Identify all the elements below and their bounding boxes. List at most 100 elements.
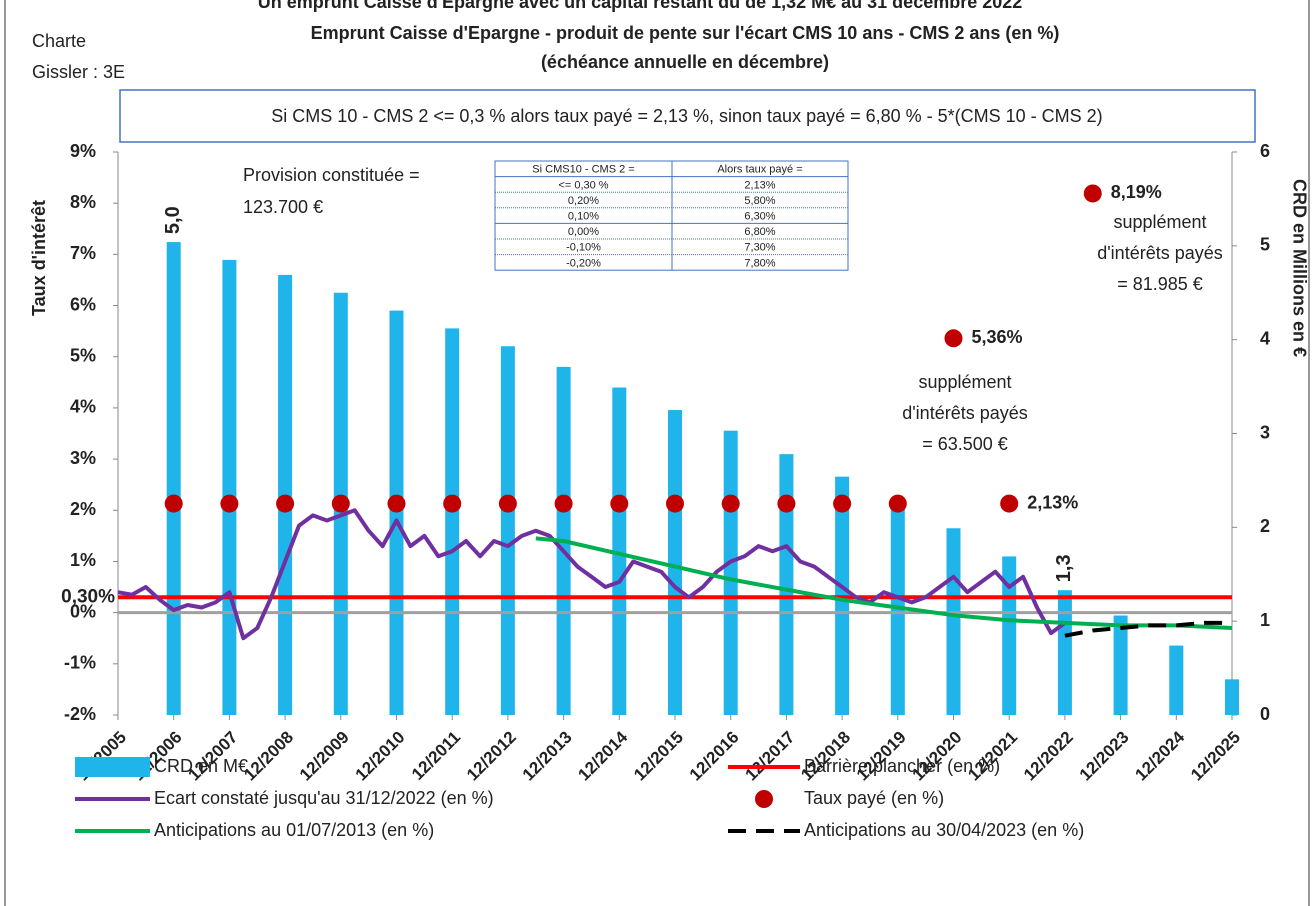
- y2-axis-title: CRD en Millions en €: [1289, 179, 1309, 357]
- bar: [1113, 615, 1128, 715]
- table-header: Si CMS10 - CMS 2 =: [532, 164, 634, 176]
- legend-label: Taux payé (en %): [804, 788, 944, 808]
- line: [535, 536, 1233, 630]
- y-tick-label: -2%: [64, 704, 96, 724]
- y2-tick-label: 4: [1260, 328, 1270, 348]
- y2-tick-label: 6: [1260, 141, 1270, 161]
- y2-tick-label: 0: [1260, 704, 1270, 724]
- table-cell: -0,20%: [566, 257, 601, 269]
- annotation: supplément: [1113, 212, 1206, 232]
- point: [944, 329, 963, 348]
- y-tick-label: 0%: [70, 601, 96, 621]
- point: [443, 494, 462, 513]
- y-tick-label: 8%: [70, 192, 96, 212]
- y-tick-label: 5%: [70, 345, 96, 365]
- legend-swatch: [75, 757, 150, 777]
- bar: [1169, 645, 1184, 715]
- bar: [166, 242, 181, 715]
- point-label: 2,13%: [1027, 492, 1078, 512]
- bar: [779, 454, 794, 715]
- y-tick-label: 2%: [70, 499, 96, 519]
- y-tick-label: 7%: [70, 243, 96, 263]
- point: [220, 494, 239, 513]
- y-axis-title: Taux d'intérêt: [29, 200, 49, 316]
- bar: [222, 259, 237, 715]
- legend-label: Barrière plancher (en %): [804, 756, 1000, 776]
- bar: [1225, 679, 1239, 715]
- table-cell: 2,13%: [744, 179, 775, 191]
- y-tick-label: 9%: [70, 141, 96, 161]
- y-tick-label: 4%: [70, 397, 96, 417]
- table-cell: -0,10%: [566, 242, 601, 254]
- point: [888, 494, 907, 513]
- bar: [389, 310, 404, 715]
- legend-swatch: [755, 790, 773, 808]
- y2-tick-label: 3: [1260, 422, 1270, 442]
- point: [833, 494, 852, 513]
- point: [554, 494, 573, 513]
- y-tick-label: 3%: [70, 448, 96, 468]
- table-cell: 6,80%: [744, 226, 775, 238]
- point: [387, 494, 406, 513]
- chart-title: Emprunt Caisse d'Epargne - produit de pe…: [311, 23, 1060, 43]
- point: [276, 494, 295, 513]
- table-cell: 7,80%: [744, 257, 775, 269]
- point: [721, 494, 740, 513]
- chart-subtitle: (échéance annuelle en décembre): [541, 52, 829, 72]
- classification: Gissler : 3E: [32, 62, 125, 82]
- line: [1064, 620, 1232, 638]
- line: [117, 508, 1067, 641]
- bar: [946, 528, 961, 715]
- bar-label: 1,3: [1053, 554, 1075, 582]
- bar: [612, 387, 627, 715]
- point-label: 8,19%: [1111, 182, 1162, 202]
- table-cell: 0,10%: [568, 211, 599, 223]
- table-cell: 0,00%: [568, 226, 599, 238]
- provision-note: 123.700 €: [243, 197, 323, 217]
- annotation: d'intérêts payés: [1097, 243, 1223, 263]
- bar: [723, 430, 738, 715]
- formula: Si CMS 10 - CMS 2 <= 0,3 % alors taux pa…: [271, 106, 1102, 126]
- bar: [445, 328, 460, 715]
- annotation: supplément: [918, 372, 1011, 392]
- point: [1083, 184, 1102, 203]
- bar: [668, 410, 682, 715]
- legend-label: Anticipations au 01/07/2013 (en %): [154, 820, 434, 840]
- point: [777, 494, 796, 513]
- legend-label: Ecart constaté jusqu'au 31/12/2022 (en %…: [154, 788, 494, 808]
- point: [666, 494, 684, 513]
- legend-label: CRD en M€: [154, 756, 248, 776]
- annotation: d'intérêts payés: [902, 403, 1028, 423]
- y-tick-label: 1%: [70, 550, 96, 570]
- table-cell: 5,80%: [744, 195, 775, 207]
- table-cell: 6,30%: [744, 211, 775, 223]
- page-title: Un emprunt Caisse d'Epargne avec un capi…: [258, 0, 1023, 12]
- table-cell: 7,30%: [744, 242, 775, 254]
- legend-label: Anticipations au 30/04/2023 (en %): [804, 820, 1084, 840]
- point: [610, 494, 629, 513]
- table-cell: 0,20%: [568, 195, 599, 207]
- y-tick-label: 6%: [70, 294, 96, 314]
- point-label: 5,36%: [972, 327, 1023, 347]
- point: [164, 494, 183, 513]
- bar: [500, 346, 515, 715]
- formula-box: [119, 89, 1256, 143]
- point: [331, 494, 350, 513]
- point: [498, 494, 517, 513]
- classification: Charte: [32, 31, 86, 51]
- table-cell: <= 0,30 %: [558, 179, 608, 191]
- y-tick-label: -1%: [64, 653, 96, 673]
- provision-note: Provision constituée =: [243, 165, 420, 185]
- y2-tick-label: 2: [1260, 516, 1270, 536]
- annotation: = 81.985 €: [1117, 274, 1203, 294]
- table-header: Alors taux payé =: [717, 164, 802, 176]
- point: [1000, 494, 1019, 513]
- annotation: = 63.500 €: [922, 434, 1008, 454]
- y2-tick-label: 1: [1260, 610, 1270, 630]
- y2-tick-label: 5: [1260, 235, 1270, 255]
- bar: [1057, 590, 1072, 715]
- line-label: 0,30%: [61, 586, 115, 607]
